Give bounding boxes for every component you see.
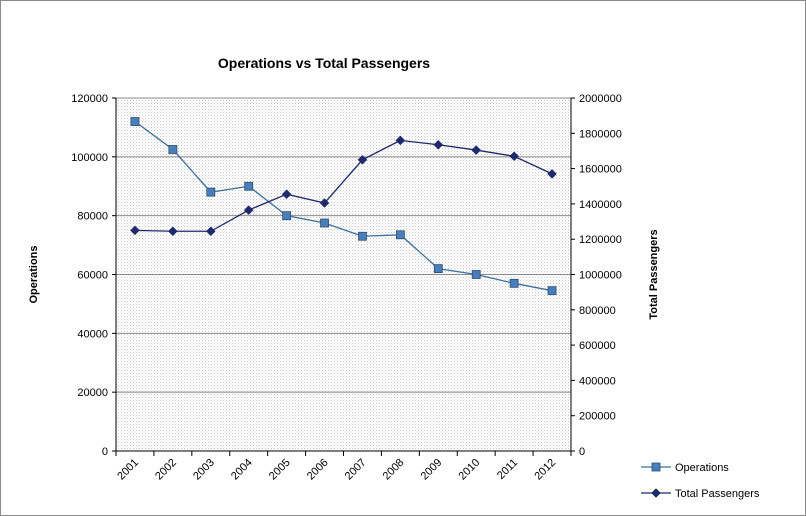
series-total-passengers: [130, 135, 557, 237]
legend-item: Total Passengers: [641, 488, 760, 500]
data-point: [433, 264, 443, 274]
x-tick-label: 2003: [191, 457, 217, 483]
left-tick-label: 20000: [77, 387, 108, 399]
x-tick-label: 2004: [229, 457, 255, 483]
right-tick-label: 1800000: [579, 128, 622, 140]
x-tick-label: 2012: [532, 457, 558, 483]
right-tick-label: 400000: [579, 375, 616, 387]
data-point: [358, 231, 367, 241]
data-point: [282, 211, 292, 221]
chart-title: Operations vs Total Passengers: [218, 55, 430, 71]
x-tick-label: 2009: [419, 457, 445, 483]
series-line: [134, 121, 553, 292]
x-tick-label: 2010: [457, 457, 483, 483]
data-point: [509, 151, 519, 162]
left-tick-label: 80000: [77, 211, 108, 223]
data-point: [168, 145, 178, 154]
right-tick-label: 1200000: [579, 234, 622, 246]
series-operations: [130, 117, 557, 296]
data-point: [130, 117, 140, 126]
right-tick-label: 200000: [579, 411, 616, 423]
x-tick-label: 2005: [267, 457, 293, 483]
left-axis-ticks: 0 20000 40000 60000 80000 100000 120000: [71, 93, 116, 458]
x-tick-label: 2008: [381, 457, 407, 483]
legend-label: Operations: [675, 462, 729, 474]
data-point: [320, 218, 329, 228]
left-tick-label: 60000: [77, 270, 108, 282]
x-tick-label: 2007: [343, 457, 369, 483]
data-point: [395, 135, 406, 146]
data-point: [509, 278, 519, 288]
right-tick-label: 1000000: [579, 270, 622, 282]
data-point: [547, 286, 557, 296]
left-tick-label: 0: [102, 446, 108, 458]
legend-label: Total Passengers: [675, 488, 760, 500]
left-axis-label: Operations: [28, 245, 40, 303]
legend-marker: [651, 488, 661, 498]
data-point: [205, 226, 216, 237]
x-axis-ticks: 2001 2002 2003 2004 2005 2006 2007 2008 2009 2010…: [115, 451, 572, 483]
data-point: [244, 181, 254, 191]
x-tick-label: 2006: [305, 457, 331, 483]
x-tick-label: 2001: [115, 457, 141, 483]
right-axis-label: Total Passengers: [648, 229, 660, 319]
data-point: [168, 226, 178, 237]
data-point: [319, 198, 330, 208]
right-tick-label: 1600000: [579, 164, 622, 176]
x-tick-label: 2002: [153, 457, 179, 483]
legend: Operations Total Passengers: [641, 462, 760, 500]
data-point: [471, 145, 482, 155]
data-point: [130, 225, 140, 236]
left-tick-label: 100000: [71, 152, 108, 164]
right-tick-label: 2000000: [579, 93, 622, 105]
data-point: [547, 169, 557, 179]
data-point: [206, 187, 216, 197]
right-tick-label: 1400000: [579, 199, 622, 211]
right-axis-ticks: 0 200000 400000 600000 800000 1000000 1200000 1…: [571, 93, 622, 458]
gridlines: [116, 97, 571, 393]
series-line: [134, 139, 553, 232]
data-point: [395, 230, 405, 240]
legend-marker: [651, 462, 661, 472]
right-tick-label: 800000: [579, 305, 616, 317]
data-point: [357, 154, 368, 165]
data-point: [433, 139, 444, 150]
right-tick-label: 0: [579, 446, 585, 458]
data-point: [243, 205, 254, 215]
x-tick-label: 2011: [495, 457, 520, 482]
left-tick-label: 40000: [77, 328, 108, 340]
right-tick-label: 600000: [579, 340, 616, 352]
data-point: [281, 189, 292, 200]
legend-item: Operations: [641, 462, 729, 474]
series-group: [130, 117, 557, 296]
left-tick-label: 120000: [71, 93, 108, 105]
data-point: [471, 270, 481, 279]
